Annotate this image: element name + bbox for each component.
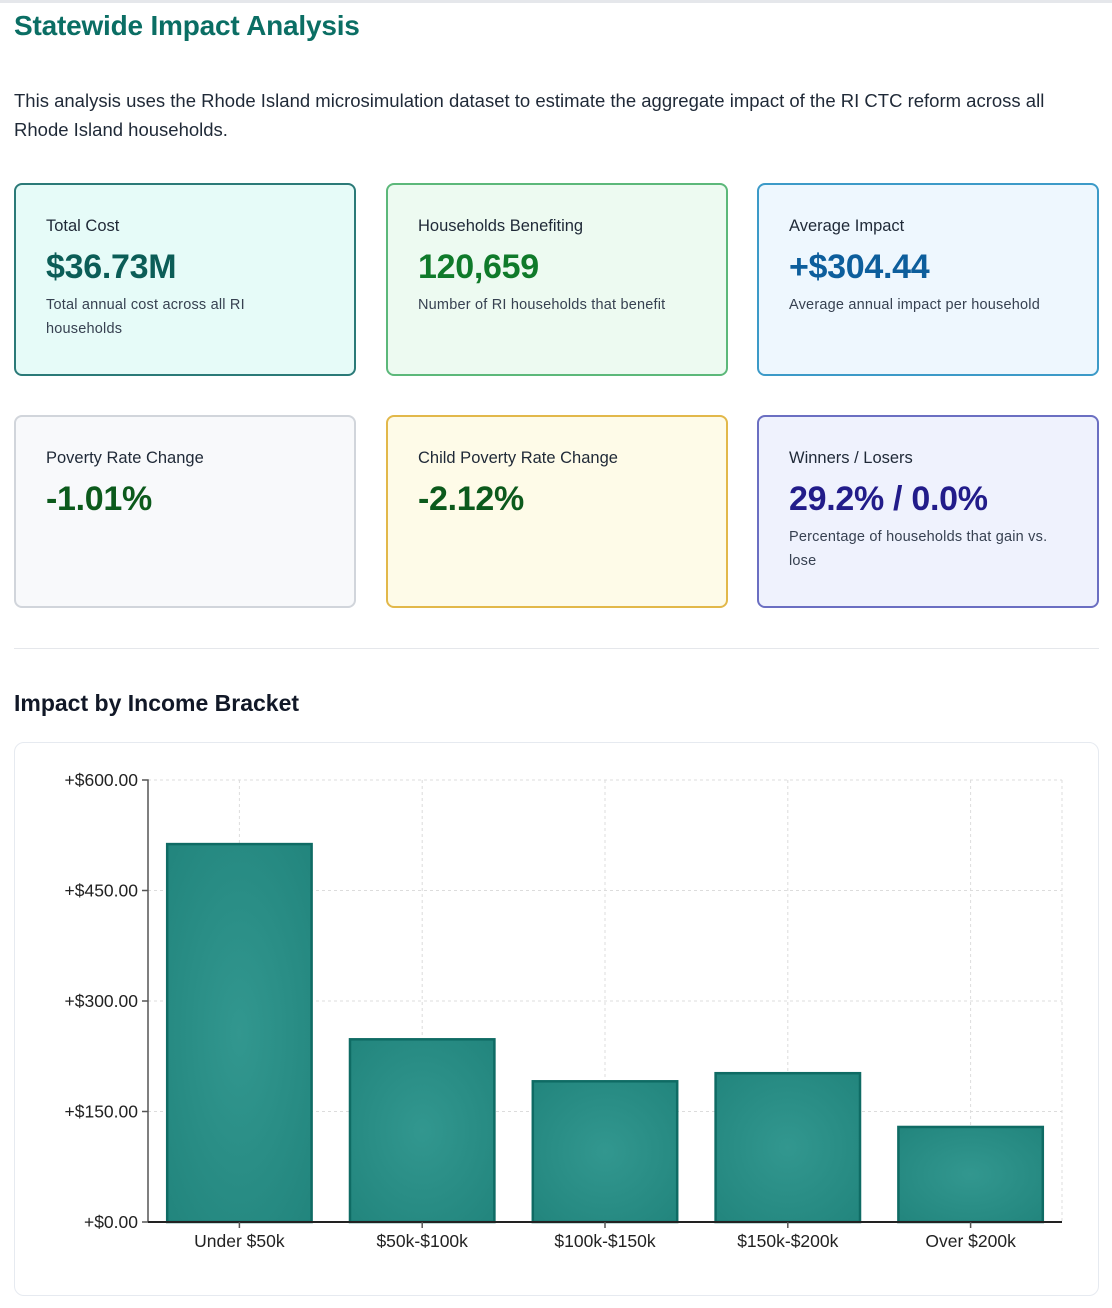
section-title: Impact by Income Bracket (14, 690, 300, 716)
bar-50k-100k[interactable] (348, 1038, 496, 1224)
bar-150k-200k[interactable] (714, 1071, 862, 1224)
card-label: Average Impact (789, 217, 905, 235)
card-label: Total Cost (46, 217, 120, 235)
card-value: $36.73M (46, 248, 177, 286)
card-label: Winners / Losers (789, 449, 913, 467)
card-description: Number of RI households that benefit (418, 297, 666, 313)
average-impact-card: Average Impact +$304.44 Average annual i… (757, 183, 1099, 376)
child-poverty-rate-change-card: Child Poverty Rate Change -2.12% (386, 415, 728, 608)
card-label: Poverty Rate Change (46, 449, 204, 467)
total-cost-card: Total Cost $36.73M Total annual cost acr… (14, 183, 356, 376)
card-value: +$304.44 (789, 248, 930, 286)
bar-under-50k[interactable] (165, 842, 313, 1224)
intro-text: This analysis uses the Rhode Island micr… (14, 90, 1045, 140)
section-divider (14, 648, 1099, 649)
households-benefiting-card: Households Benefiting 120,659 Number of … (386, 183, 728, 376)
card-description: Total annual cost across all RI househol… (46, 297, 245, 337)
card-description: Average annual impact per household (789, 297, 1040, 313)
card-description: Percentage of households that gain vs. l… (789, 529, 1048, 569)
bars (165, 842, 1045, 1224)
card-label: Households Benefiting (418, 217, 584, 235)
card-value: 29.2% / 0.0% (789, 480, 988, 518)
card-value: -1.01% (46, 480, 152, 518)
top-divider (0, 0, 1112, 3)
page-title: Statewide Impact Analysis (14, 10, 360, 41)
winners-losers-card: Winners / Losers 29.2% / 0.0% Percentage… (757, 415, 1099, 608)
poverty-rate-change-card: Poverty Rate Change -1.01% (14, 415, 356, 608)
card-value: -2.12% (418, 480, 524, 518)
card-value: 120,659 (418, 248, 539, 286)
bar-100k-150k[interactable] (531, 1080, 679, 1224)
card-label: Child Poverty Rate Change (418, 449, 618, 467)
bar-over-200k[interactable] (897, 1125, 1045, 1224)
